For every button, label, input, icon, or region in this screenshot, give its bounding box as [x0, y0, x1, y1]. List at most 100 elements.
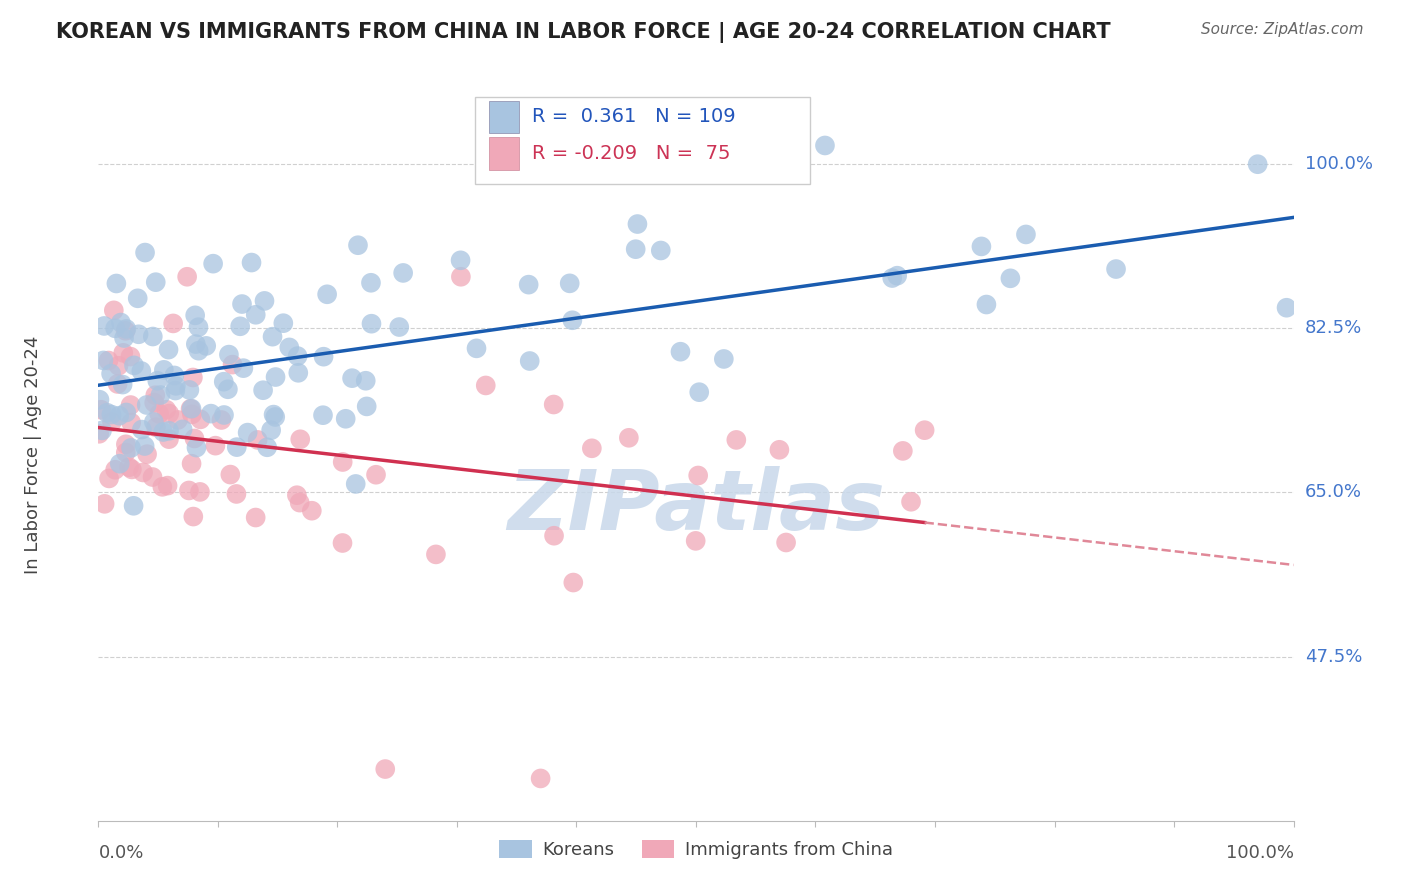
- Point: [180, 401, 202, 416]
- Point: [120, 416, 142, 430]
- Text: 100.0%: 100.0%: [1305, 155, 1372, 173]
- Point: [157, 432, 180, 446]
- Point: [122, 359, 145, 373]
- Point: [561, 313, 583, 327]
- Text: 65.0%: 65.0%: [1305, 483, 1361, 501]
- Point: [900, 494, 922, 508]
- Point: [187, 343, 209, 358]
- Text: 100.0%: 100.0%: [1226, 844, 1294, 862]
- Point: [669, 344, 692, 359]
- Point: [212, 375, 235, 389]
- Point: [150, 480, 173, 494]
- Point: [356, 400, 378, 414]
- Point: [155, 402, 177, 417]
- Point: [172, 422, 194, 436]
- Text: In Labor Force | Age 20-24: In Labor Force | Age 20-24: [24, 335, 42, 574]
- Point: [232, 361, 254, 376]
- Point: [180, 401, 202, 416]
- Point: [354, 374, 377, 388]
- Point: [149, 388, 172, 402]
- Point: [112, 346, 135, 360]
- Point: [775, 535, 797, 549]
- Point: [143, 388, 166, 402]
- Point: [347, 238, 370, 252]
- Point: [190, 412, 212, 426]
- Point: [110, 316, 132, 330]
- Point: [204, 439, 226, 453]
- Point: [392, 266, 415, 280]
- Point: [530, 772, 553, 786]
- Bar: [489, 101, 519, 134]
- Point: [425, 548, 447, 562]
- Point: [105, 277, 128, 291]
- Point: [517, 277, 540, 292]
- Point: [335, 411, 357, 425]
- Text: ZIPatlas: ZIPatlas: [508, 466, 884, 547]
- Point: [91, 424, 114, 438]
- Point: [145, 275, 167, 289]
- Point: [134, 439, 156, 453]
- Point: [104, 463, 127, 477]
- Point: [146, 374, 169, 388]
- Point: [135, 398, 157, 412]
- Point: [236, 425, 259, 440]
- Point: [519, 354, 541, 368]
- Point: [93, 353, 115, 368]
- Point: [688, 468, 710, 483]
- Point: [624, 242, 647, 256]
- Point: [114, 445, 136, 459]
- Point: [253, 293, 276, 308]
- Point: [108, 457, 131, 471]
- Point: [332, 455, 354, 469]
- Point: [179, 383, 201, 397]
- Point: [162, 317, 184, 331]
- Point: [93, 318, 115, 333]
- Point: [103, 303, 125, 318]
- Point: [650, 244, 672, 258]
- Point: [180, 457, 202, 471]
- Point: [100, 408, 122, 422]
- Point: [186, 441, 208, 455]
- Point: [1247, 157, 1270, 171]
- Point: [152, 425, 174, 439]
- Point: [180, 408, 202, 422]
- Point: [118, 460, 141, 475]
- Point: [364, 467, 387, 482]
- Point: [115, 405, 138, 419]
- Point: [153, 363, 176, 377]
- Point: [221, 358, 243, 372]
- Point: [287, 349, 309, 363]
- Point: [96, 406, 118, 420]
- Point: [263, 408, 285, 422]
- Point: [89, 392, 111, 407]
- Point: [209, 413, 232, 427]
- Point: [163, 368, 186, 383]
- Point: [225, 487, 247, 501]
- Point: [617, 431, 640, 445]
- Point: [312, 408, 335, 422]
- Point: [115, 322, 138, 336]
- Point: [450, 269, 472, 284]
- Point: [245, 510, 267, 524]
- Point: [626, 217, 648, 231]
- Point: [145, 420, 167, 434]
- Point: [181, 509, 204, 524]
- Point: [273, 316, 295, 330]
- Point: [131, 364, 153, 378]
- Text: R =  0.361   N = 109: R = 0.361 N = 109: [533, 108, 735, 127]
- Point: [100, 367, 122, 381]
- Point: [814, 138, 837, 153]
- Point: [285, 488, 308, 502]
- Point: [688, 385, 710, 400]
- Point: [97, 353, 120, 368]
- Point: [725, 433, 748, 447]
- Point: [290, 432, 312, 446]
- Point: [218, 348, 240, 362]
- Point: [121, 462, 143, 476]
- Point: [1015, 227, 1038, 242]
- Point: [1000, 271, 1022, 285]
- Point: [187, 320, 209, 334]
- Text: Source: ZipAtlas.com: Source: ZipAtlas.com: [1201, 22, 1364, 37]
- Point: [101, 415, 124, 429]
- Point: [143, 395, 166, 409]
